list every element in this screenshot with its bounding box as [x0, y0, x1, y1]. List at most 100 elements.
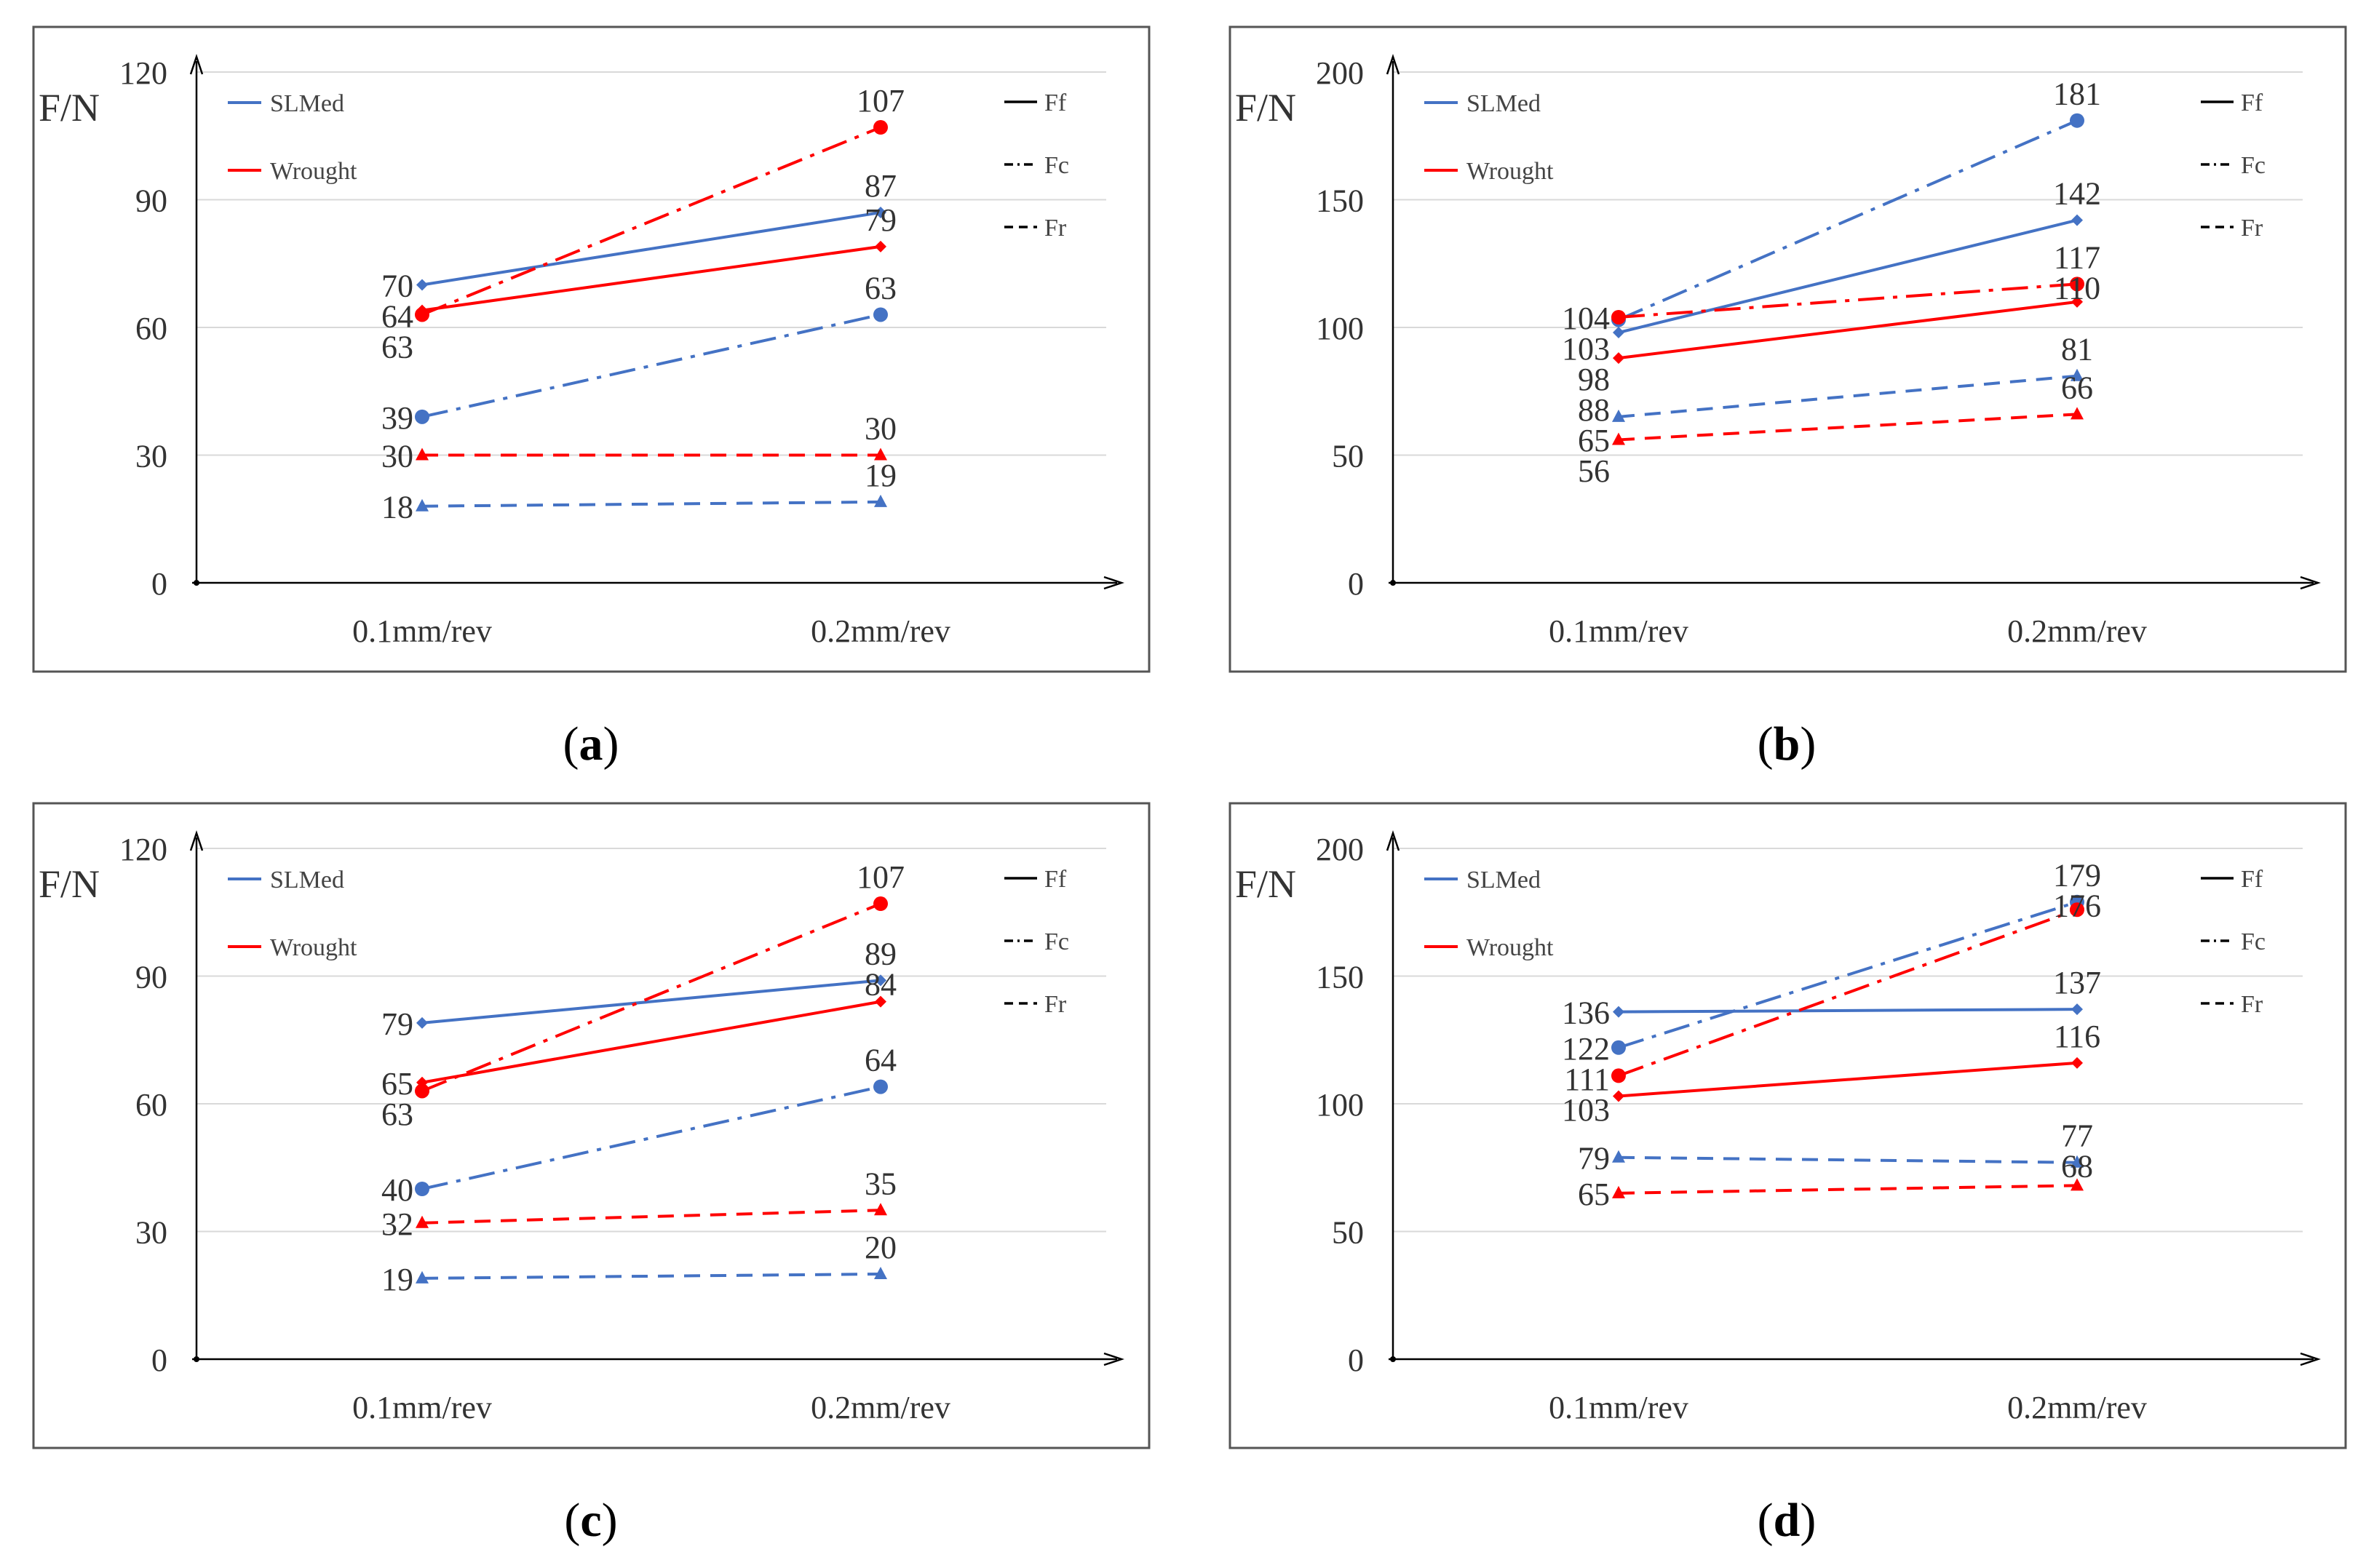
data-label: 103 — [1562, 1092, 1610, 1128]
data-label: 104 — [1562, 301, 1610, 336]
data-label: 137 — [2053, 965, 2101, 1000]
point-slmed-fc — [1611, 1040, 1626, 1055]
axis-origin — [1390, 580, 1396, 586]
series-line-wrought-fc — [1618, 282, 2078, 319]
x-tick-label: 0.1mm/rev — [352, 613, 492, 649]
data-label: 63 — [381, 1097, 413, 1132]
series-line-slmed-fc — [1618, 119, 2078, 322]
series-line-slmed-fc — [421, 313, 881, 418]
chart-svg-c: 0 30 60 90 120 F/N 0.1mm/rev 0.2mm/rev SLMed Wrou… — [32, 802, 1151, 1449]
legend-label-ff: Ff — [1044, 89, 1067, 116]
data-label: 122 — [1562, 1031, 1610, 1067]
data-label: 40 — [381, 1172, 413, 1208]
legend-label-fc: Fc — [2241, 928, 2266, 955]
data-label: 77 — [2061, 1118, 2093, 1154]
chart-panel-d: 0 50 100 150 200 F/N 0.1mm/rev 0.2mm/rev SLMed Wr… — [1228, 802, 2347, 1449]
legend-label-fc: Fc — [1044, 928, 1069, 955]
point-slmed-fr — [416, 498, 429, 512]
data-label: 56 — [1578, 453, 1610, 489]
point-wrought-fr — [1612, 432, 1625, 445]
data-label: 116 — [2054, 1019, 2100, 1054]
legend-label-ff: Ff — [2241, 89, 2263, 116]
point-wrought-fc — [2070, 276, 2084, 292]
axis-origin — [194, 580, 199, 586]
data-label: 19 — [865, 458, 897, 493]
data-label: 30 — [381, 439, 413, 474]
legend-label-wrought: Wrought — [270, 934, 357, 961]
point-wrought-fr — [874, 447, 887, 461]
data-label: 30 — [865, 411, 897, 447]
data-label: 181 — [2053, 76, 2101, 112]
y-tick-label: 90 — [135, 183, 167, 219]
data-label: 35 — [865, 1166, 897, 1201]
legend-label-slmed: SLMed — [1466, 90, 1541, 117]
chart-svg-d: 0 50 100 150 200 F/N 0.1mm/rev 0.2mm/rev SLMed Wr… — [1228, 802, 2347, 1449]
point-slmed-fc — [415, 409, 429, 424]
data-label: 64 — [865, 1043, 897, 1078]
data-label: 88 — [1578, 392, 1610, 428]
point-wrought-fc — [415, 1083, 429, 1099]
data-label: 70 — [381, 268, 413, 304]
chart-panel-c: 0 30 60 90 120 F/N 0.1mm/rev 0.2mm/rev SLMed Wrou… — [32, 802, 1151, 1449]
y-tick-label: 50 — [1332, 1215, 1364, 1251]
y-tick-label: 150 — [1316, 183, 1364, 219]
x-tick-label: 0.1mm/rev — [1549, 1390, 1688, 1425]
legend-label-fc: Fc — [1044, 152, 1069, 179]
data-label: 65 — [381, 1066, 413, 1102]
point-wrought-ff — [1613, 1090, 1624, 1102]
series-line-wrought-ff — [1618, 300, 2078, 360]
chart-panel-a: 0 30 60 90 120 F/N 0.1mm/rev 0.2mm/rev SLMed Wrou… — [32, 25, 1151, 673]
series-line-slmed-fc — [421, 1085, 881, 1190]
legend-label-fc: Fc — [2241, 152, 2266, 179]
data-label: 111 — [1564, 1062, 1610, 1097]
data-label: 32 — [381, 1206, 413, 1242]
series-line-wrought-ff — [421, 1000, 881, 1084]
y-axis-arrow — [189, 54, 204, 75]
data-label: 176 — [2053, 888, 2101, 924]
chart-svg-a: 0 30 60 90 120 F/N 0.1mm/rev 0.2mm/rev SLMed Wrou… — [32, 25, 1151, 673]
point-slmed-ff — [2071, 1003, 2083, 1016]
point-wrought-fr — [2071, 1178, 2084, 1191]
x-tick-label: 0.2mm/rev — [2007, 1390, 2147, 1425]
data-label: 98 — [1578, 362, 1610, 397]
y-tick-label: 100 — [1316, 311, 1364, 346]
series-line-slmed-fr — [421, 500, 881, 508]
point-wrought-fr — [2071, 407, 2084, 420]
axis-origin — [1390, 1356, 1396, 1362]
point-wrought-fr — [1612, 1185, 1625, 1198]
y-tick-label: 200 — [1316, 832, 1364, 867]
point-wrought-fc — [1611, 1068, 1626, 1083]
series-line-wrought-ff — [1618, 1061, 2078, 1098]
series-line-slmed-fc — [1618, 900, 2078, 1049]
caption-d: (d) — [1757, 1494, 1817, 1547]
data-label: 79 — [865, 202, 897, 238]
axis-origin — [194, 1356, 199, 1362]
data-label: 107 — [857, 859, 905, 895]
x-axis-arrow — [1103, 576, 1124, 590]
point-slmed-fc — [415, 1182, 429, 1196]
x-axis-arrow — [1103, 1352, 1124, 1366]
x-axis-arrow — [2300, 1352, 2321, 1366]
data-label: 63 — [381, 330, 413, 365]
legend-label-slmed: SLMed — [270, 867, 344, 894]
chart-frame — [32, 802, 1151, 1449]
y-axis-arrow — [1386, 830, 1400, 851]
point-slmed-fc — [2070, 113, 2084, 128]
legend-label-slmed: SLMed — [1466, 867, 1541, 894]
legend-label-wrought: Wrought — [1466, 158, 1554, 185]
point-wrought-fr — [416, 447, 429, 461]
data-label: 87 — [865, 168, 897, 204]
point-slmed-fr — [874, 494, 887, 507]
y-tick-label: 120 — [119, 832, 167, 867]
data-label: 81 — [2061, 332, 2093, 367]
chart-frame — [1228, 25, 2347, 673]
point-slmed-fc — [873, 307, 888, 322]
legend-label-fr: Fr — [1044, 991, 1067, 1018]
point-slmed-ff — [416, 1016, 428, 1029]
series-line-slmed-ff — [421, 211, 881, 287]
point-slmed-ff — [875, 974, 886, 987]
point-slmed-fr — [2071, 368, 2084, 381]
point-wrought-ff — [1613, 352, 1624, 365]
chart-frame — [32, 25, 1151, 673]
point-wrought-fr — [874, 1203, 887, 1216]
